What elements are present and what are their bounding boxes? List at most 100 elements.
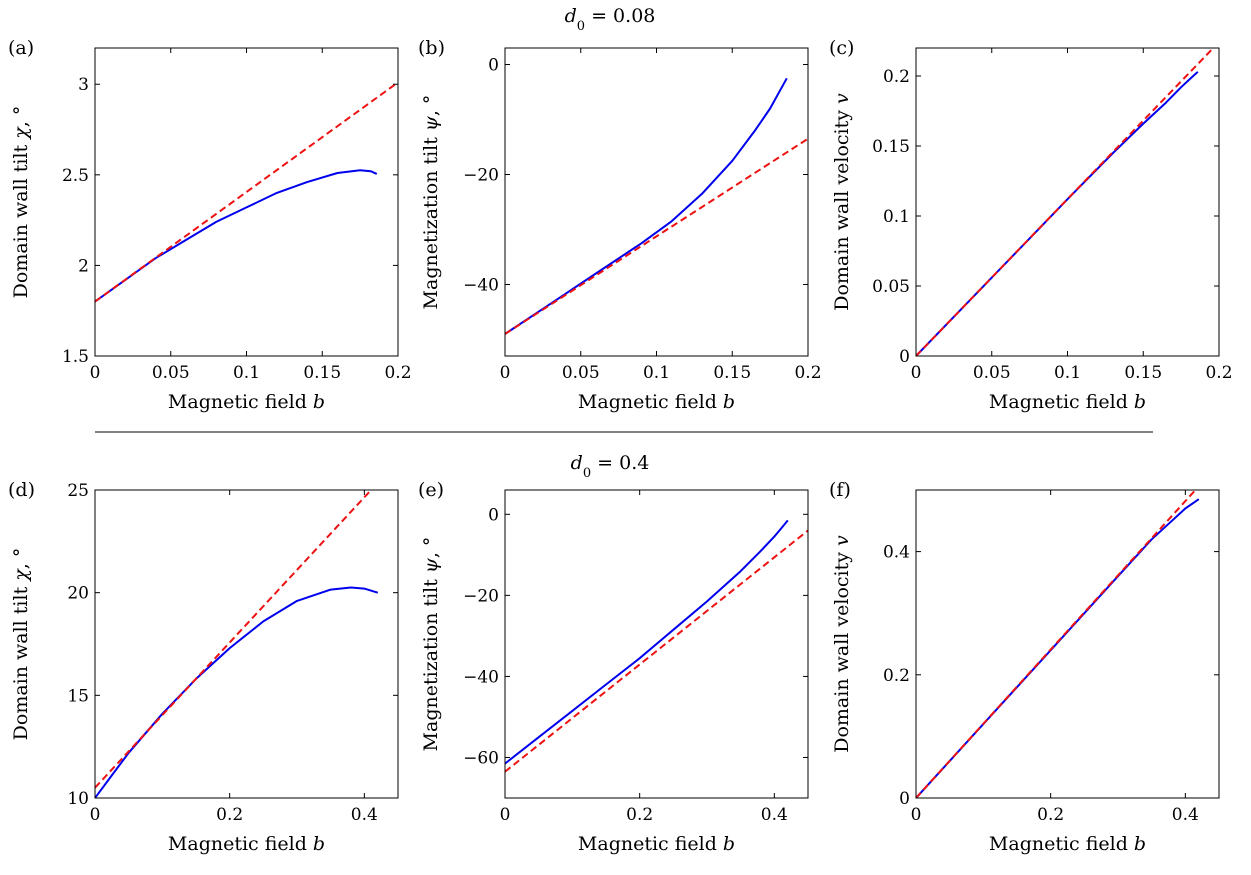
series-line-linear bbox=[916, 490, 1197, 798]
y-tick-label: 15 bbox=[67, 686, 89, 706]
y-axis-label-var: ψ bbox=[420, 115, 442, 131]
y-tick-label: −20 bbox=[463, 166, 499, 186]
x-axis-label-var: b bbox=[1134, 391, 1146, 413]
y-axis-label-text: Domain wall tilt bbox=[10, 581, 32, 741]
x-tick-label: 0.15 bbox=[1124, 363, 1162, 383]
y-tick-label: 0 bbox=[488, 505, 499, 525]
chart-panel-6: (f) 0 0.2 0.4 0 0.2 0.4 Magnetic field b Domain … bbox=[829, 479, 1220, 855]
x-tick-label: 0.2 bbox=[216, 805, 243, 825]
series-line-linear bbox=[916, 48, 1215, 356]
y-axis-label: Magnetization tilt ψ, ° bbox=[420, 537, 442, 752]
x-tick-label: 0 bbox=[500, 363, 511, 383]
y-axis-label-var: v bbox=[831, 535, 853, 546]
y-tick-label: −40 bbox=[463, 276, 499, 296]
y-axis-label: Domain wall velocity v bbox=[831, 93, 853, 311]
chart-panel-2: (b) 0 0.05 0.1 0.15 0.2 −40 −20 0 Magnetic field … bbox=[418, 37, 822, 413]
y-axis-label-var: ψ bbox=[420, 557, 442, 573]
x-tick-label: 0.05 bbox=[152, 363, 190, 383]
chart-panel-3: (c) 0 0.05 0.1 0.15 0.2 0 0.05 0.1 0.15 0.2 Magneti… bbox=[829, 37, 1233, 413]
x-axis-label-text: Magnetic field bbox=[168, 391, 313, 413]
x-axis-label-text: Magnetic field bbox=[989, 391, 1134, 413]
x-axis-label: Magnetic field b bbox=[989, 833, 1146, 855]
x-axis-label-text: Magnetic field bbox=[989, 833, 1134, 855]
x-axis-label: Magnetic field b bbox=[989, 391, 1146, 413]
y-tick-label: 25 bbox=[67, 481, 89, 501]
x-tick-label: 0 bbox=[90, 805, 101, 825]
y-tick-label: 2 bbox=[78, 256, 89, 276]
y-tick-label: 20 bbox=[67, 584, 89, 604]
x-axis-label: Magnetic field b bbox=[168, 391, 325, 413]
panel-tag: (c) bbox=[829, 37, 854, 59]
x-tick-label: 0.05 bbox=[973, 363, 1011, 383]
series-line-linear bbox=[505, 529, 808, 773]
y-axis-label: Domain wall tilt χ, ° bbox=[10, 106, 32, 299]
y-tick-label: 0 bbox=[488, 56, 499, 76]
y-tick-label: 0.2 bbox=[883, 67, 910, 87]
x-tick-label: 0.2 bbox=[626, 805, 653, 825]
series-line-linear bbox=[95, 81, 398, 303]
x-tick-label: 0 bbox=[90, 363, 101, 383]
x-axis-label-var: b bbox=[1134, 833, 1146, 855]
x-axis-label-text: Magnetic field bbox=[578, 391, 723, 413]
y-axis-label-text: Magnetization tilt bbox=[420, 573, 442, 751]
plot-frame bbox=[915, 489, 1220, 799]
panel-tag: (b) bbox=[418, 37, 445, 59]
plot-frame bbox=[94, 47, 399, 357]
x-tick-label: 0.2 bbox=[794, 363, 821, 383]
y-tick-label: 3 bbox=[78, 75, 89, 95]
y-tick-label: 0.4 bbox=[883, 543, 910, 563]
y-tick-label: 10 bbox=[67, 789, 89, 809]
series-line-linear bbox=[505, 137, 808, 335]
y-tick-label: 0.05 bbox=[872, 277, 910, 297]
series-line-numerical bbox=[505, 77, 788, 335]
y-tick-label: 2.5 bbox=[62, 166, 89, 186]
y-axis-label-text: Domain wall velocity bbox=[831, 546, 853, 753]
x-axis-label-text: Magnetic field bbox=[168, 833, 313, 855]
x-tick-label: 0.4 bbox=[1172, 805, 1199, 825]
plot-frame bbox=[94, 489, 399, 799]
x-tick-label: 0.1 bbox=[1054, 363, 1081, 383]
y-tick-label: 1.5 bbox=[62, 347, 89, 367]
series-line-numerical bbox=[95, 169, 378, 303]
y-axis-label-text: Domain wall velocity bbox=[831, 104, 853, 311]
section-title-bottom: d0 = 0.4 bbox=[571, 452, 650, 481]
x-axis-label-var: b bbox=[313, 833, 325, 855]
x-axis-label-var: b bbox=[723, 833, 735, 855]
x-tick-label: 0.15 bbox=[303, 363, 341, 383]
panel-tag: (f) bbox=[829, 479, 851, 501]
y-axis-label-unit: , ° bbox=[420, 95, 442, 117]
plot-frame bbox=[504, 489, 809, 799]
x-tick-label: 0.15 bbox=[713, 363, 751, 383]
x-tick-label: 0.2 bbox=[1205, 363, 1232, 383]
x-axis-label: Magnetic field b bbox=[578, 833, 735, 855]
panel-tag: (d) bbox=[8, 479, 35, 501]
x-tick-label: 0.1 bbox=[233, 363, 260, 383]
panel-tag: (a) bbox=[8, 37, 34, 59]
y-tick-label: −40 bbox=[463, 667, 499, 687]
series-line-numerical bbox=[505, 519, 789, 765]
x-tick-label: 0.4 bbox=[761, 805, 788, 825]
y-axis-label-text: Magnetization tilt bbox=[420, 131, 442, 309]
y-tick-label: 0 bbox=[899, 789, 910, 809]
y-axis-label-var: χ bbox=[10, 568, 32, 583]
x-axis-label-var: b bbox=[313, 391, 325, 413]
y-axis-label: Magnetization tilt ψ, ° bbox=[420, 95, 442, 310]
plot-frame bbox=[504, 47, 809, 357]
series-line-numerical bbox=[95, 586, 379, 798]
x-tick-label: 0 bbox=[911, 363, 922, 383]
section-title-top: d0 = 0.08 bbox=[565, 5, 656, 34]
chart-panel-4: (d) 0 0.2 0.4 10 15 20 25 Magnetic field b Domain… bbox=[8, 479, 399, 855]
y-tick-label: 0 bbox=[899, 347, 910, 367]
x-tick-label: 0.4 bbox=[351, 805, 378, 825]
chart-panel-1: (a) 0 0.05 0.1 0.15 0.2 1.5 2 2.5 3 Magnetic field… bbox=[8, 37, 412, 413]
y-axis-label-unit: , ° bbox=[420, 537, 442, 559]
y-axis-label: Domain wall velocity v bbox=[831, 535, 853, 753]
x-tick-label: 0 bbox=[911, 805, 922, 825]
x-axis-label-text: Magnetic field bbox=[578, 833, 723, 855]
y-axis-label-var: χ bbox=[10, 126, 32, 141]
series-line-linear bbox=[95, 490, 372, 789]
x-tick-label: 0.05 bbox=[562, 363, 600, 383]
panel-tag: (e) bbox=[418, 479, 444, 501]
